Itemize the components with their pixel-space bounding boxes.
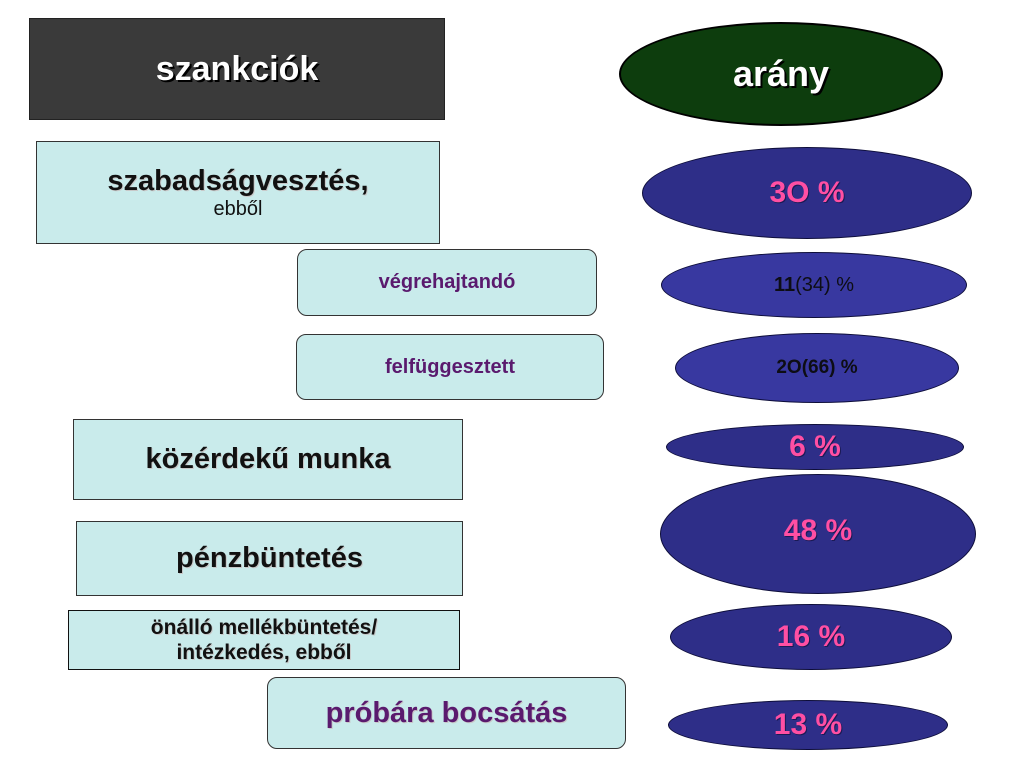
sanctions-header-box: szankciók [29, 18, 445, 120]
sanction-box-vegrehajtando: végrehajtandó [297, 249, 597, 316]
sanction-box-penzbuntetes: pénzbüntetés [76, 521, 463, 596]
ratio-value-onallo: 16 % [776, 620, 846, 653]
ratio-value-kozerdeku-munka: 6 % [789, 430, 841, 463]
sanction-box-kozerdeku-munka: közérdekű munka [73, 419, 463, 500]
ratio-oval-vegrehajtando: 11(34) % [661, 252, 967, 318]
ratio-value-szabadsagvesztes: 3O % [769, 176, 845, 209]
sanction-box-szabadsagvesztes: szabadságvesztés, ebből [36, 141, 440, 244]
ratio-oval-kozerdeku-munka: 6 % [666, 424, 964, 470]
sanction-label-szabadsagvesztes: szabadságvesztés, [107, 164, 369, 197]
ratio-oval-penzbuntetes: 48 % [660, 474, 976, 594]
sanction-label-onallo-line1: önálló mellékbüntetés/ [150, 616, 378, 639]
sanction-label-felfuggesztett: felfüggesztett [385, 355, 515, 378]
sanction-box-onallo-mellekbuntetes: önálló mellékbüntetés/ intézkedés, ebből [68, 610, 460, 670]
sanction-box-probara-bocsatas: próbára bocsátás [267, 677, 626, 749]
sanction-label-onallo-line2: intézkedés, ebből [176, 641, 352, 664]
ratio-oval-szabadsagvesztes: 3O % [642, 147, 972, 239]
sanction-label-kozerdeku-munka: közérdekű munka [145, 443, 391, 475]
sanction-label-vegrehajtando: végrehajtandó [378, 271, 516, 293]
ratio-value-penzbuntetes: 48 % [783, 514, 853, 547]
ratio-header-oval: arány [619, 22, 943, 126]
ratio-value-vegrehajtando-pct: % [836, 273, 855, 296]
ratio-oval-onallo: 16 % [670, 604, 952, 670]
ratio-value-vegrehajtando-main: 11 [773, 273, 796, 296]
ratio-oval-probara-bocsatas: 13 % [668, 700, 948, 750]
sanction-label-probara-bocsatas: próbára bocsátás [325, 696, 568, 729]
sanction-label-penzbuntetes: pénzbüntetés [176, 542, 363, 574]
ratio-value-vegrehajtando: 11(34) % [774, 274, 854, 297]
ratio-oval-felfuggesztett: 2O(66) % [675, 333, 959, 403]
ratio-value-felfuggesztett: 2O(66) % [776, 357, 858, 378]
sanctions-header-title: szankciók [155, 49, 319, 88]
ratio-header-title: arány [732, 53, 830, 94]
sanction-sublabel-ebbol: ebből [213, 197, 263, 220]
sanction-box-felfuggesztett: felfüggesztett [296, 334, 604, 400]
ratio-value-probara-bocsatas: 13 % [773, 708, 843, 741]
ratio-value-vegrehajtando-paren: (34) [795, 273, 831, 296]
